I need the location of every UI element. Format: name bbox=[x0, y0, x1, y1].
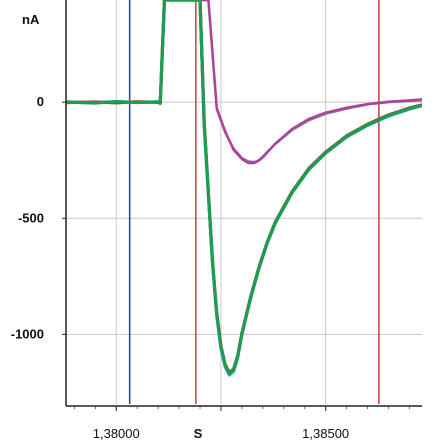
x-tick-label-2: 1,38500 bbox=[302, 426, 349, 441]
series-group bbox=[66, 0, 422, 377]
y-axis-label: nA bbox=[22, 12, 40, 27]
x-axis-label: S bbox=[194, 426, 203, 441]
x-tick-label-0: 1,38000 bbox=[93, 426, 140, 441]
grid bbox=[66, 0, 422, 404]
tick-labels: 0 -500 -1000 1,38000 1,38500 bbox=[11, 94, 349, 441]
plot-area bbox=[66, 0, 422, 404]
y-tick-label-2: -1000 bbox=[11, 326, 44, 341]
y-tick-label-0: 0 bbox=[37, 94, 44, 109]
series-line-5 bbox=[66, 0, 422, 376]
y-tick-label-1: -500 bbox=[18, 210, 44, 225]
cursor-lines bbox=[128, 0, 380, 404]
axes bbox=[62, 0, 422, 411]
